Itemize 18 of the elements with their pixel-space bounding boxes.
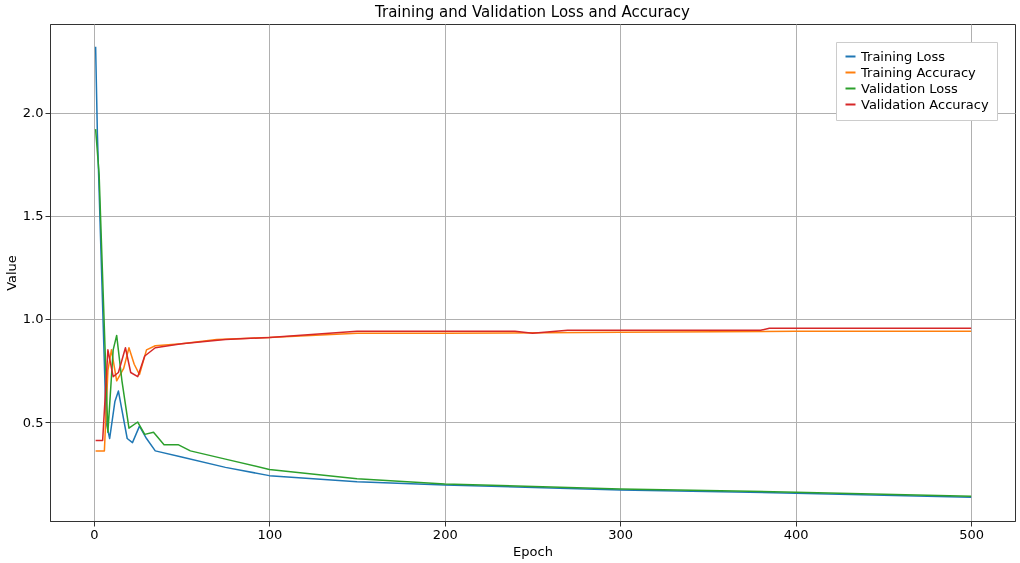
x-tick-label: 0 — [90, 526, 99, 542]
x-tick-label: 300 — [608, 526, 634, 542]
chart-title: Training and Validation Loss and Accuracy — [374, 3, 691, 21]
legend-label: Training Loss — [860, 48, 946, 64]
y-tick-label: 2.0 — [22, 105, 44, 121]
x-tick-label: 100 — [257, 526, 283, 542]
x-tick-label: 200 — [432, 526, 458, 542]
y-tick-label: 1.5 — [22, 208, 44, 224]
line-series — [94, 128, 972, 497]
x-axis-title: Epoch — [513, 543, 553, 559]
legend-label: Training Accuracy — [860, 64, 977, 80]
x-tick-label: 500 — [959, 526, 985, 542]
legend-label: Validation Accuracy — [861, 96, 989, 112]
y-tick-label: 0.5 — [22, 414, 44, 430]
legend-label: Validation Loss — [861, 80, 959, 96]
y-axis-title: Value — [3, 255, 19, 291]
x-tick-label: 400 — [783, 526, 809, 542]
y-tick-label: 1.0 — [22, 311, 44, 327]
